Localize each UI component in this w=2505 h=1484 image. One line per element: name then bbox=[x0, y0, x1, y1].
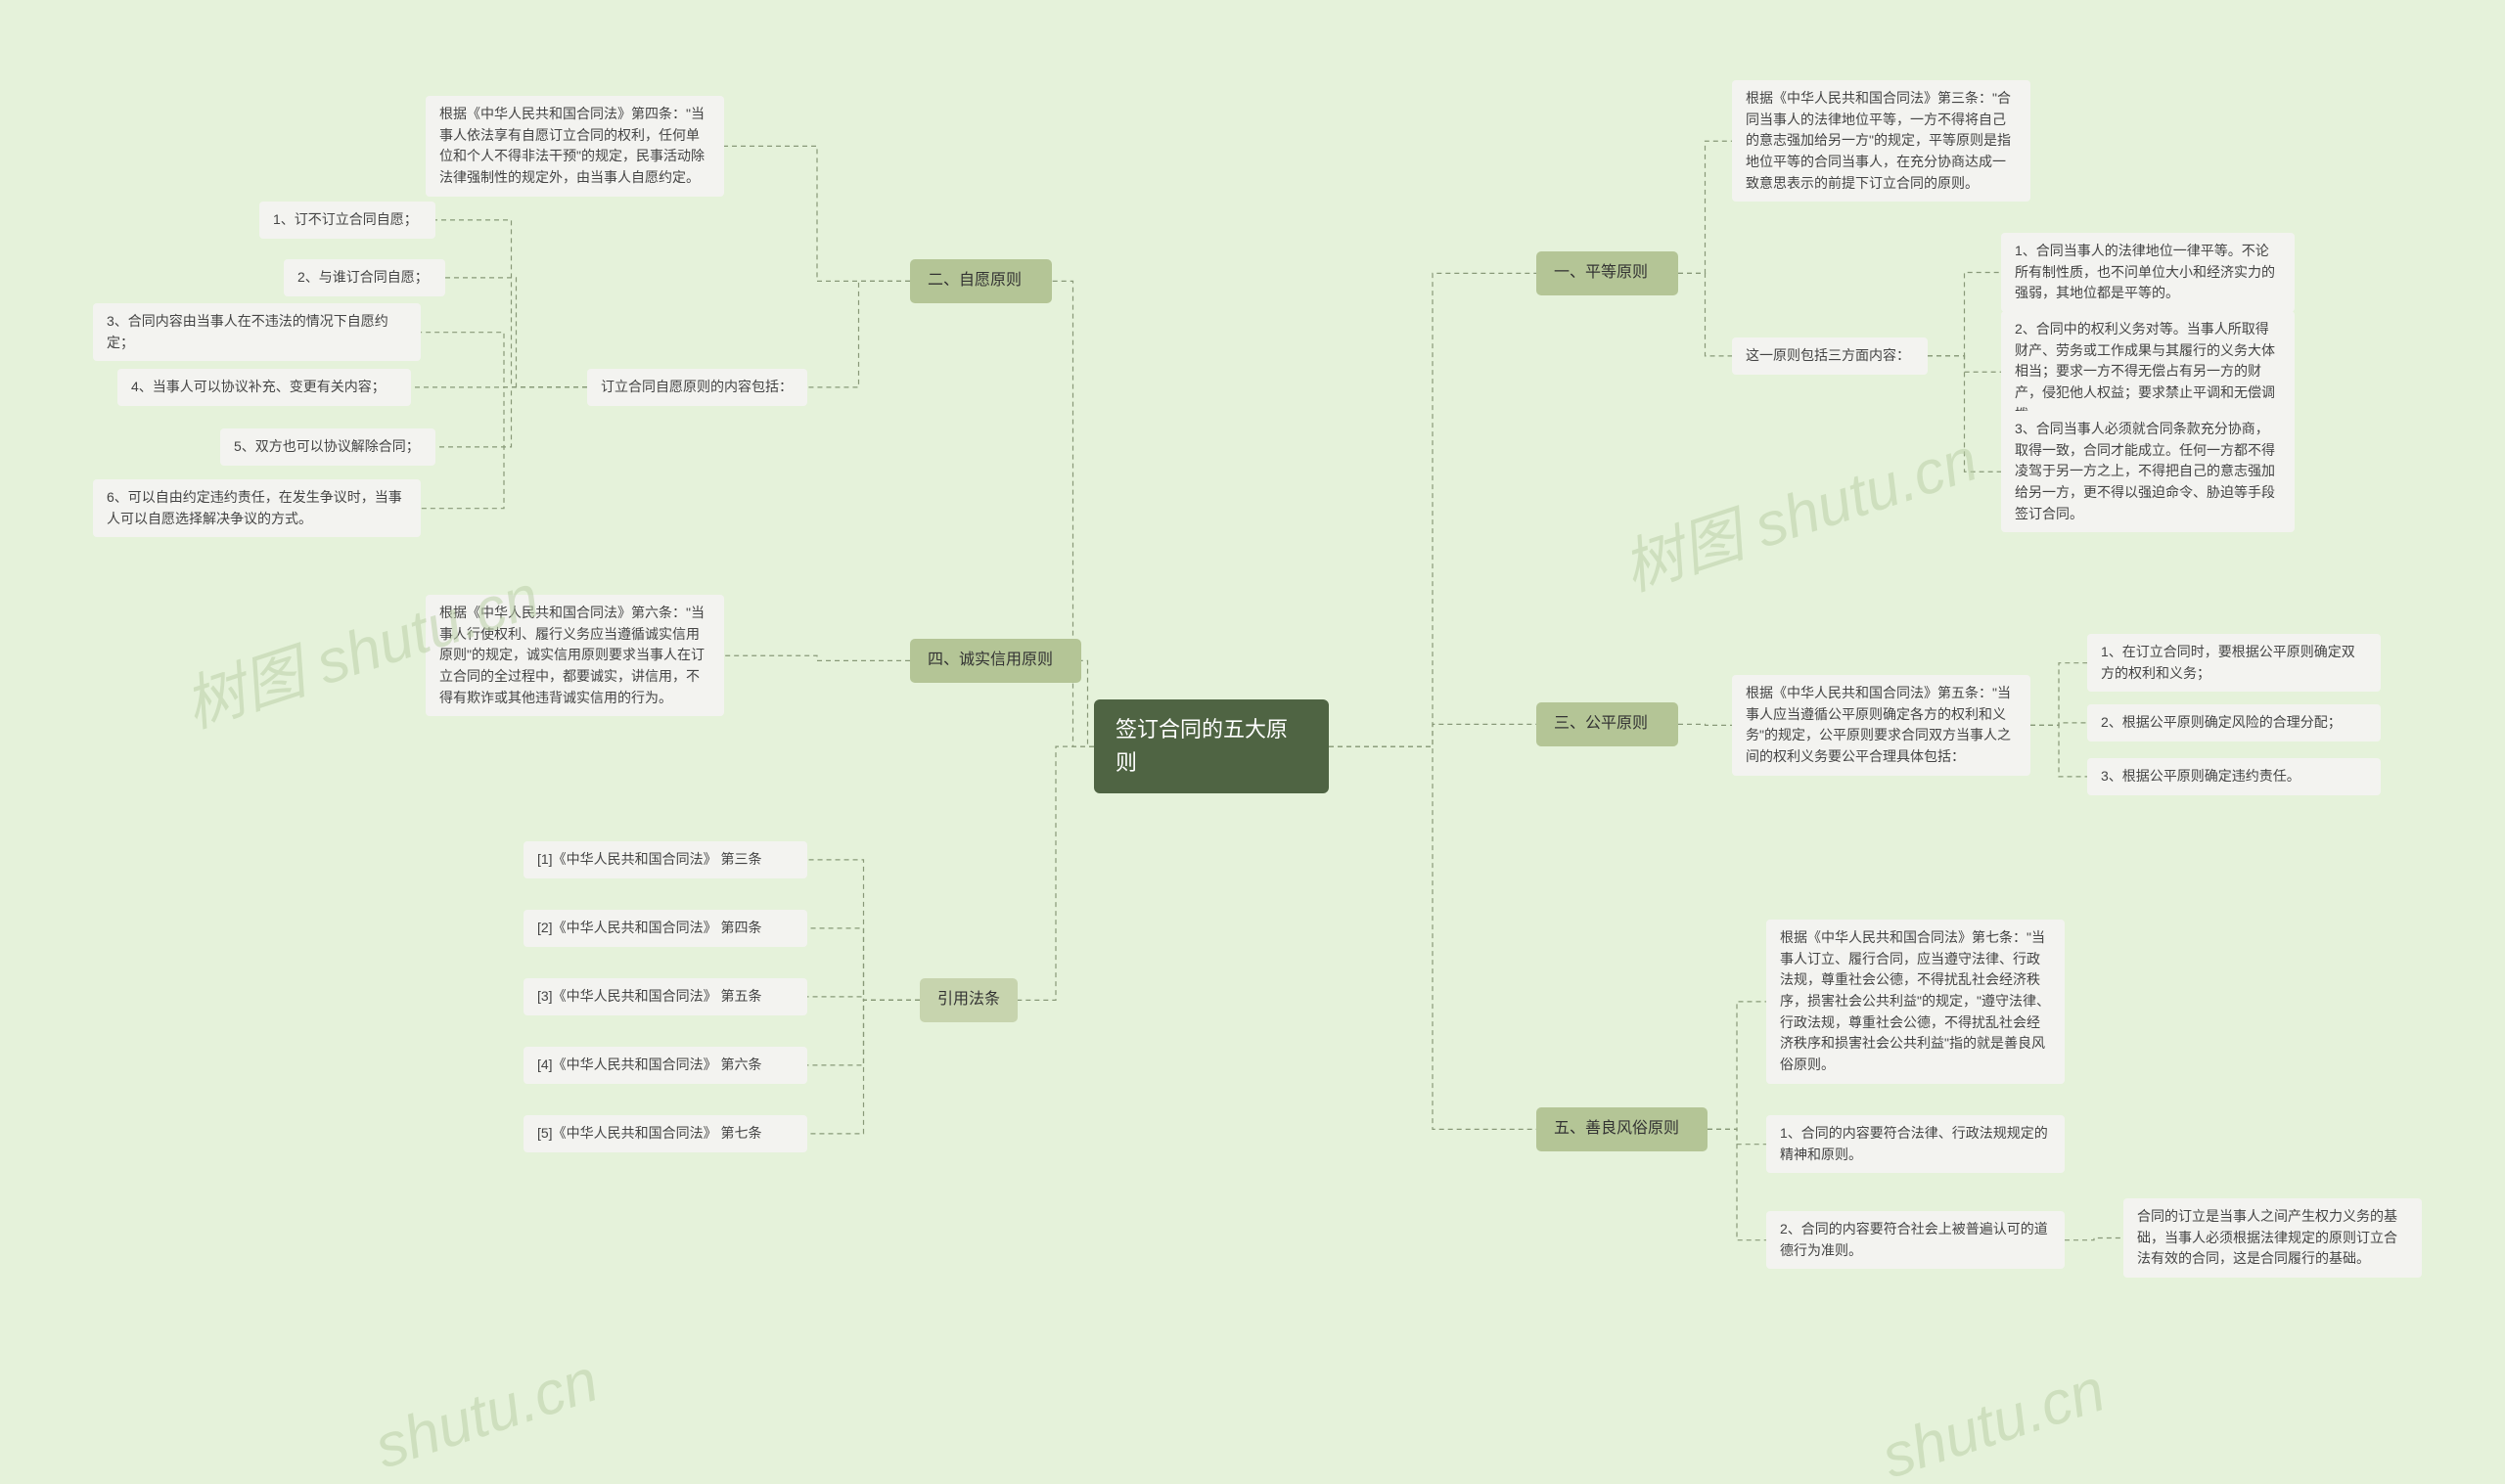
principle-2-item-5: 5、双方也可以协议解除合同； bbox=[220, 428, 435, 466]
principle-2-item-2: 2、与谁订合同自愿； bbox=[284, 259, 445, 296]
cited-statute-3: [3]《中华人民共和国合同法》 第五条 bbox=[524, 978, 807, 1015]
principle-1-aspects-heading: 这一原则包括三方面内容： bbox=[1732, 337, 1928, 375]
principle-5-point-1: 1、合同的内容要符合法律、行政法规规定的精神和原则。 bbox=[1766, 1115, 2065, 1173]
mindmap-root: 签订合同的五大原则 bbox=[1094, 699, 1329, 793]
cited-statute-2: [2]《中华人民共和国合同法》 第四条 bbox=[524, 910, 807, 947]
principle-3-point-3: 3、根据公平原则确定违约责任。 bbox=[2087, 758, 2381, 795]
cited-statute-4: [4]《中华人民共和国合同法》 第六条 bbox=[524, 1047, 807, 1084]
principle-1-aspect-3: 3、合同当事人必须就合同条款充分协商，取得一致，合同才能成立。任何一方都不得凌驾… bbox=[2001, 411, 2295, 532]
principle-1-definition: 根据《中华人民共和国合同法》第三条："合同当事人的法律地位平等，一方不得将自己的… bbox=[1732, 80, 2030, 202]
watermark-text: shutu.cn bbox=[367, 1346, 607, 1483]
branch-principle-4-goodfaith: 四、诚实信用原则 bbox=[910, 639, 1081, 683]
principle-2-item-6: 6、可以自由约定违约责任，在发生争议时，当事人可以自愿选择解决争议的方式。 bbox=[93, 479, 421, 537]
principle-5-point-2: 2、合同的内容要符合社会上被普遍认可的道德行为准则。 bbox=[1766, 1211, 2065, 1269]
cited-statute-1: [1]《中华人民共和国合同法》 第三条 bbox=[524, 841, 807, 878]
cited-statute-5: [5]《中华人民共和国合同法》 第七条 bbox=[524, 1115, 807, 1152]
principle-1-aspect-1: 1、合同当事人的法律地位一律平等。不论所有制性质，也不问单位大小和经济实力的强弱… bbox=[2001, 233, 2295, 312]
principle-2-item-1: 1、订不订立合同自愿； bbox=[259, 202, 435, 239]
principle-5-conclusion: 合同的订立是当事人之间产生权力义务的基础，当事人必须根据法律规定的原则订立合法有… bbox=[2123, 1198, 2422, 1278]
principle-2-contents-heading: 订立合同自愿原则的内容包括： bbox=[587, 369, 807, 406]
watermark-text: 树图 shutu.cn bbox=[1610, 410, 1986, 607]
principle-2-item-3: 3、合同内容由当事人在不违法的情况下自愿约定； bbox=[93, 303, 421, 361]
principle-4-definition: 根据《中华人民共和国合同法》第六条："当事人行使权利、履行义务应当遵循诚实信用原… bbox=[426, 595, 724, 716]
principle-5-definition: 根据《中华人民共和国合同法》第七条："当事人订立、履行合同，应当遵守法律、行政法… bbox=[1766, 920, 2065, 1084]
principle-2-definition: 根据《中华人民共和国合同法》第四条："当事人依法享有自愿订立合同的权利，任何单位… bbox=[426, 96, 724, 197]
principle-3-point-2: 2、根据公平原则确定风险的合理分配； bbox=[2087, 704, 2381, 742]
branch-principle-2-voluntary: 二、自愿原则 bbox=[910, 259, 1052, 303]
branch-principle-1-equality: 一、平等原则 bbox=[1536, 251, 1678, 295]
watermark-text: shutu.cn bbox=[1874, 1356, 2114, 1484]
branch-principle-5-goodcustom: 五、善良风俗原则 bbox=[1536, 1107, 1708, 1151]
principle-2-item-4: 4、当事人可以协议补充、变更有关内容； bbox=[117, 369, 411, 406]
principle-3-definition: 根据《中华人民共和国合同法》第五条："当事人应当遵循公平原则确定各方的权利和义务… bbox=[1732, 675, 2030, 776]
principle-3-point-1: 1、在订立合同时，要根据公平原则确定双方的权利和义务； bbox=[2087, 634, 2381, 692]
branch-cited-statutes: 引用法条 bbox=[920, 978, 1018, 1022]
branch-principle-3-fairness: 三、公平原则 bbox=[1536, 702, 1678, 746]
